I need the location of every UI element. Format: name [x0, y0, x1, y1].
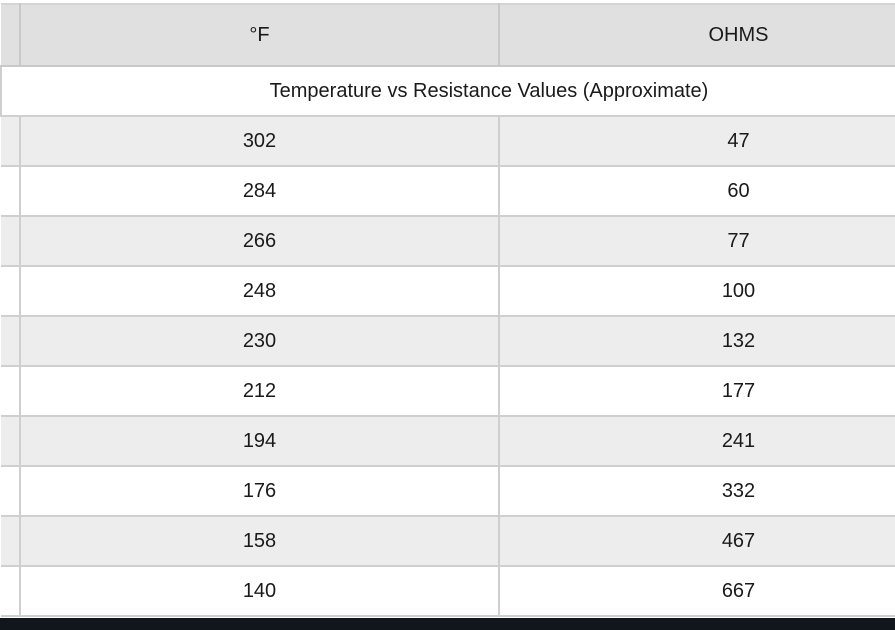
gutter-cell [1, 465, 21, 517]
fahrenheit-cell: 176 [19, 465, 500, 517]
gutter-header-cell [1, 4, 21, 67]
table-row: 266 77 [1, 215, 895, 267]
gutter-cell [1, 415, 21, 467]
fahrenheit-cell: 284 [19, 165, 500, 217]
fahrenheit-cell: 230 [19, 315, 500, 367]
gutter-cell [1, 565, 21, 617]
table-row: 140 667 [1, 565, 895, 617]
gutter-cell [1, 515, 21, 567]
fahrenheit-cell: 158 [19, 515, 500, 567]
fahrenheit-cell: 302 [19, 115, 500, 167]
ohms-cell: 100 [498, 265, 895, 317]
gutter-cell [1, 215, 21, 267]
table-row: 176 332 [1, 465, 895, 517]
gutter-cell [1, 165, 21, 217]
gutter-cell [1, 115, 21, 167]
gutter-cell [1, 365, 21, 417]
table-row: 194 241 [1, 415, 895, 467]
ohms-cell: 77 [498, 215, 895, 267]
table-row: 158 467 [1, 515, 895, 567]
column-header-ohms: OHMS [498, 4, 895, 67]
ohms-cell: 467 [498, 515, 895, 567]
ohms-cell: 132 [498, 315, 895, 367]
table-row: 212 177 [1, 365, 895, 417]
table-header-row: °F OHMS [1, 4, 895, 67]
fahrenheit-cell: 194 [19, 415, 500, 467]
table-row: 248 100 [1, 265, 895, 317]
table-caption-row: Temperature vs Resistance Values (Approx… [0, 65, 895, 117]
ohms-cell: 177 [498, 365, 895, 417]
ohms-cell: 332 [498, 465, 895, 517]
table-caption: Temperature vs Resistance Values (Approx… [0, 65, 895, 117]
gutter-cell [1, 315, 21, 367]
temperature-resistance-table: °F OHMS Temperature vs Resistance Values… [0, 3, 895, 617]
fahrenheit-cell: 212 [19, 365, 500, 417]
column-header-fahrenheit: °F [19, 4, 500, 67]
fahrenheit-cell: 248 [19, 265, 500, 317]
gutter-cell [1, 265, 21, 317]
fahrenheit-cell: 140 [19, 565, 500, 617]
fahrenheit-cell: 266 [19, 215, 500, 267]
table-row: 284 60 [1, 165, 895, 217]
ohms-cell: 60 [498, 165, 895, 217]
table-row: 302 47 [1, 115, 895, 167]
ohms-cell: 667 [498, 565, 895, 617]
table-row: 230 132 [1, 315, 895, 367]
ohms-cell: 47 [498, 115, 895, 167]
ohms-cell: 241 [498, 415, 895, 467]
bottom-bar [0, 618, 895, 630]
